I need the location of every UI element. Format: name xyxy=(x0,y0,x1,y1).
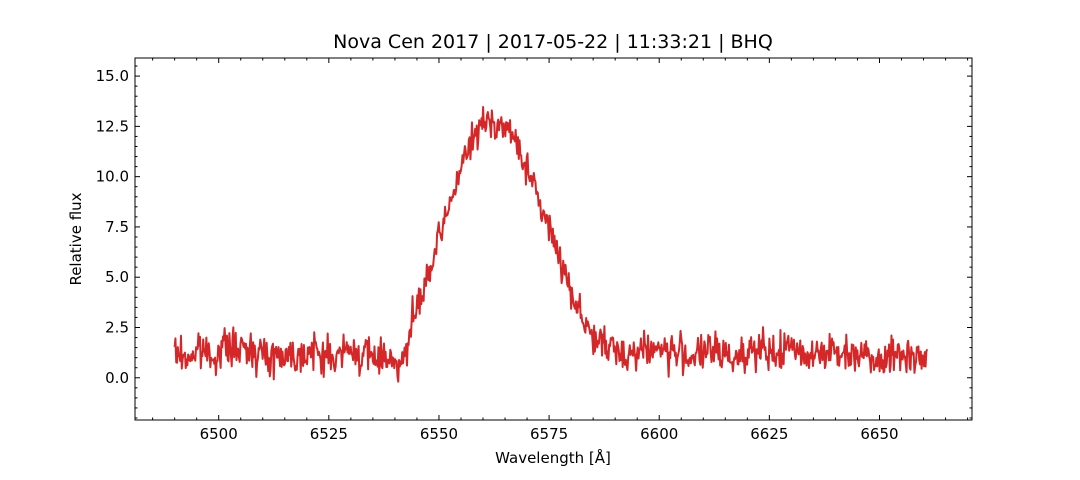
x-tick-label: 6575 xyxy=(530,425,568,443)
plot-area xyxy=(134,57,973,421)
y-tick-label: 2.5 xyxy=(105,318,129,336)
tick-label-group: 6500 6525 6550 6575 6600 6625 6650 0.0 2.5 5.0 7.5… xyxy=(96,67,899,443)
x-tick-label: 6550 xyxy=(420,425,458,443)
y-tick-label: 5.0 xyxy=(105,268,129,286)
y-tick-label: 0.0 xyxy=(105,369,129,387)
x-tick-label: 6525 xyxy=(310,425,348,443)
axes-frame xyxy=(134,57,973,421)
y-tick-label: 15.0 xyxy=(96,67,129,85)
y-tick-label: 10.0 xyxy=(96,168,129,186)
series-line-flux xyxy=(173,106,929,383)
y-axis-title: Relative flux xyxy=(67,192,85,285)
tick-group xyxy=(135,58,972,420)
chart-title: Nova Cen 2017 | 2017-05-22 | 11:33:21 | … xyxy=(333,31,773,53)
x-tick-label: 6625 xyxy=(750,425,788,443)
y-tick-label: 12.5 xyxy=(96,117,129,135)
x-tick-label: 6500 xyxy=(200,425,238,443)
x-axis-title: Wavelength [Å] xyxy=(495,448,611,467)
x-tick-label: 6650 xyxy=(860,425,898,443)
x-tick-label: 6600 xyxy=(640,425,678,443)
y-tick-label: 7.5 xyxy=(105,218,129,236)
